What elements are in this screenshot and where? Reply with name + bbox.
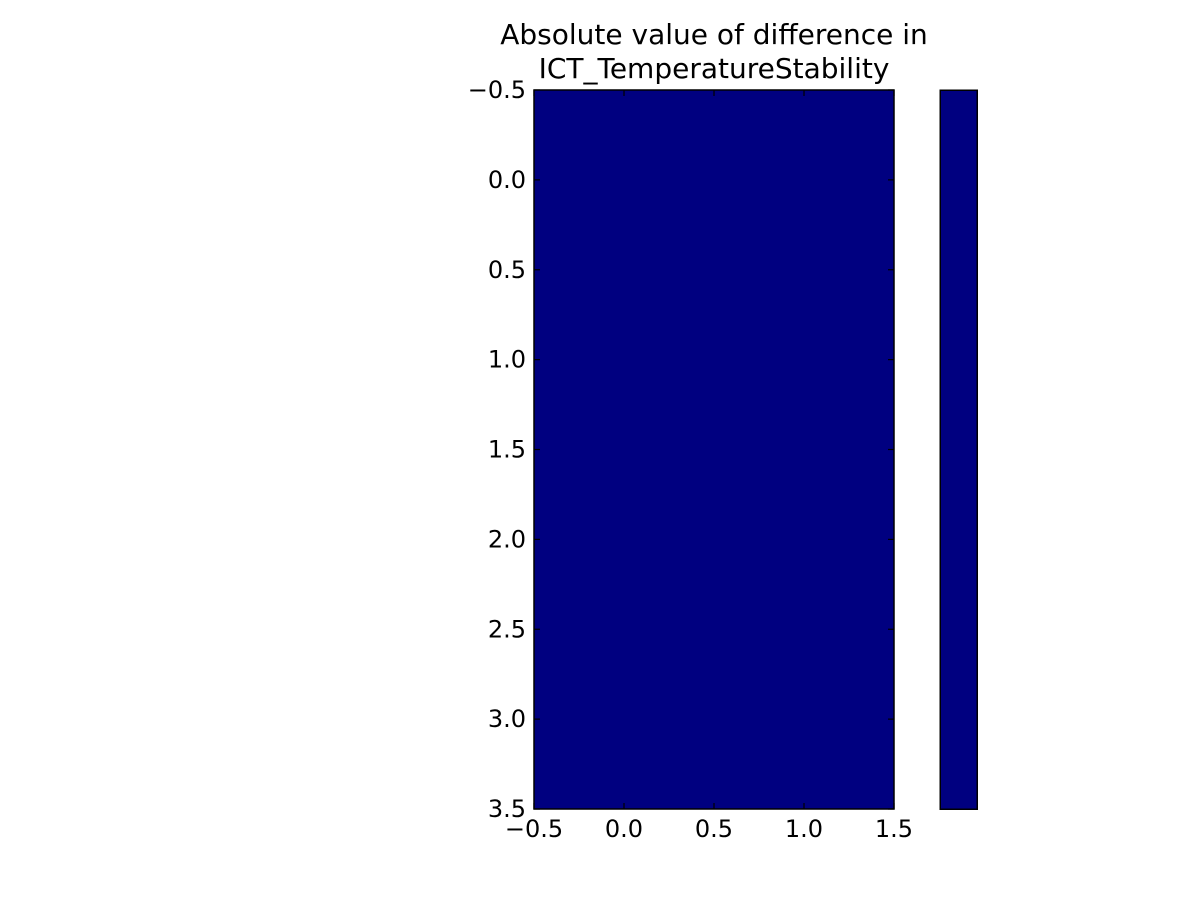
- y-tick-label: −0.5: [468, 76, 526, 104]
- x-axis: −0.5 0.0 0.5 1.0 1.5: [505, 90, 913, 843]
- heatmap-cell: [534, 629, 714, 809]
- heatmap-cell: [714, 90, 894, 270]
- colorbar-fill: [939, 89, 978, 810]
- x-tick-label: 0.0: [605, 815, 643, 843]
- y-tick-label: 2.5: [488, 615, 526, 643]
- y-tick-label: 1.5: [488, 436, 526, 464]
- y-tick-label: 0.5: [488, 256, 526, 284]
- heatmap-cell: [714, 449, 894, 630]
- heatmap-cell: [714, 629, 894, 809]
- x-tick-label: 0.5: [695, 815, 733, 843]
- colorbar: [939, 89, 978, 810]
- y-axis: −0.5 0.0 0.5 1.0 1.5 2.0 2.5 3.0 3.5: [468, 76, 894, 823]
- y-tick-label: 3.5: [488, 795, 526, 823]
- y-tick-label: 3.0: [488, 705, 526, 733]
- chart-title-line-2: ICT_TemperatureStability: [539, 52, 890, 85]
- y-tick-label: 2.0: [488, 525, 526, 553]
- heatmap-cell: [534, 90, 714, 270]
- y-tick-label: 0.0: [488, 166, 526, 194]
- heatmap-cell: [534, 269, 714, 450]
- chart-title-line-1: Absolute value of difference in: [500, 18, 928, 51]
- heatmap-cell: [714, 269, 894, 450]
- x-tick-label: 1.5: [875, 815, 913, 843]
- x-tick-label: 1.0: [785, 815, 823, 843]
- heatmap-cell: [534, 449, 714, 630]
- x-tick-label: −0.5: [505, 815, 563, 843]
- y-tick-label: 1.0: [488, 346, 526, 374]
- heatmap-plot-area: [533, 89, 895, 810]
